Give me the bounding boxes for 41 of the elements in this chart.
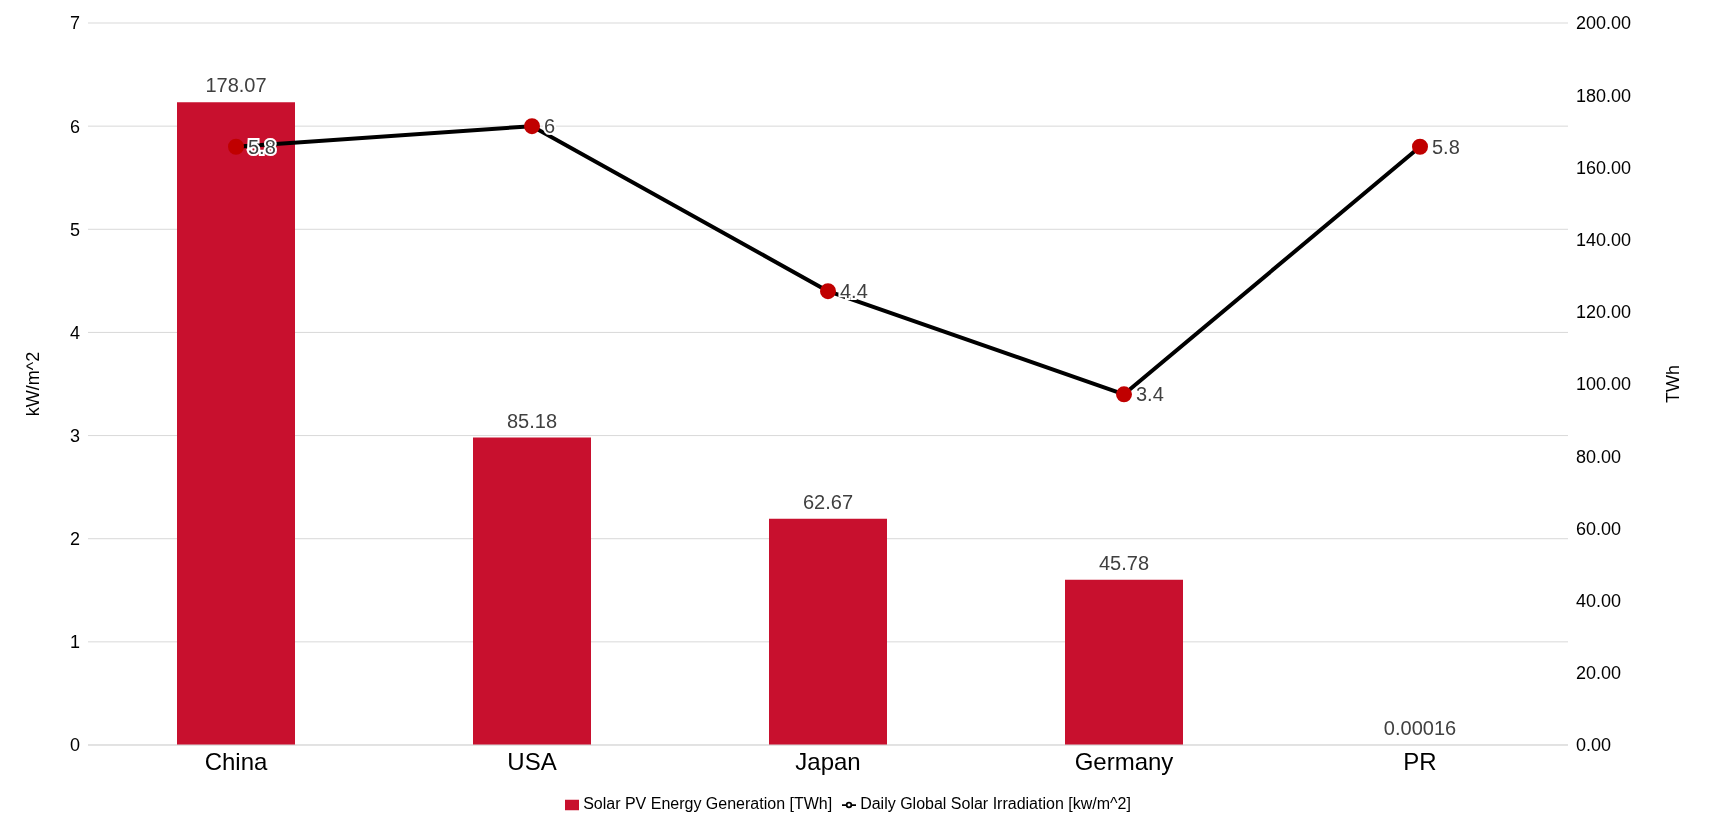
- y-tick-label: 1: [69, 632, 80, 653]
- bar: [473, 437, 591, 745]
- y2-tick-label: 0.00: [1576, 735, 1612, 756]
- y2-tick-label: 100.00: [1576, 374, 1632, 395]
- y2-tick-label: 200.00: [1576, 13, 1632, 34]
- y-tick-label: 5: [69, 219, 80, 240]
- y2-tick-label: 120.00: [1576, 302, 1632, 323]
- y2-tick-label: 140.00: [1576, 229, 1632, 250]
- x-tick-label: China: [204, 748, 268, 776]
- y-axis-title: kW/m^2: [23, 351, 44, 417]
- y-tick-label: 7: [69, 13, 80, 34]
- x-tick-label: Germany: [1074, 748, 1174, 776]
- y-tick-label: 0: [69, 735, 80, 756]
- legend-label: Solar PV Energy Generation [TWh]: [583, 795, 833, 812]
- data-label: 6: [544, 115, 556, 138]
- data-label: 3.4: [1136, 383, 1164, 406]
- data-label: 5.8: [1432, 135, 1460, 158]
- y2-tick-label: 160.00: [1576, 157, 1632, 178]
- bar: [177, 102, 295, 745]
- y2-tick-label: 20.00: [1576, 663, 1622, 684]
- y-tick-label: 6: [69, 116, 80, 137]
- data-label: 62.67: [802, 490, 854, 513]
- x-tick-label: Japan: [795, 748, 861, 776]
- y-tick-label: 4: [69, 322, 80, 343]
- y-tick-label: 2: [69, 529, 80, 550]
- y2-tick-label: 80.00: [1576, 446, 1622, 467]
- bar: [1065, 579, 1183, 745]
- data-label: 45.78: [1098, 551, 1150, 574]
- data-label: 4.4: [840, 280, 868, 303]
- data-label: 178.07: [205, 74, 267, 97]
- y2-tick-label: 60.00: [1576, 518, 1622, 539]
- y-tick-label: 3: [69, 425, 80, 446]
- y2-tick-label: 40.00: [1576, 590, 1622, 611]
- y2-tick-label: 180.00: [1576, 85, 1632, 106]
- legend-label: Daily Global Solar Irradiation [kw/m^2]: [860, 795, 1131, 812]
- x-tick-label: USA: [507, 748, 557, 776]
- x-tick-label: PR: [1403, 748, 1437, 776]
- data-label: 0.00016: [1383, 717, 1457, 739]
- data-label: 85.18: [506, 409, 558, 432]
- bar: [769, 518, 887, 745]
- y2-axis-title: TWh: [1663, 365, 1684, 403]
